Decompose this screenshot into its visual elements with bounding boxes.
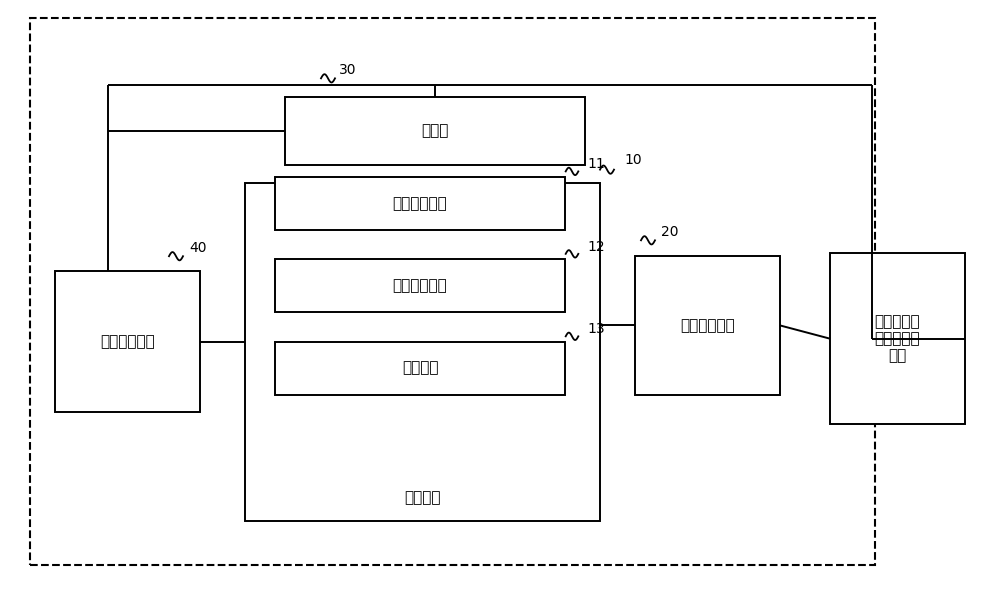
FancyBboxPatch shape — [245, 183, 600, 521]
Text: 频率计: 频率计 — [421, 124, 449, 138]
FancyBboxPatch shape — [275, 259, 565, 312]
Text: 连接装夹单元: 连接装夹单元 — [680, 318, 735, 333]
FancyBboxPatch shape — [30, 18, 875, 565]
FancyBboxPatch shape — [275, 177, 565, 230]
Text: 可调电源: 可调电源 — [402, 360, 438, 376]
Text: 10: 10 — [624, 153, 642, 167]
FancyBboxPatch shape — [55, 271, 200, 412]
Text: 11: 11 — [587, 157, 605, 171]
Text: 可调电阻模块: 可调电阻模块 — [393, 278, 447, 293]
Text: 测试模块: 测试模块 — [404, 490, 441, 505]
FancyBboxPatch shape — [635, 256, 780, 395]
Text: 13: 13 — [587, 322, 605, 336]
Text: 待调试晶体
振荡器的调
试位: 待调试晶体 振荡器的调 试位 — [875, 314, 920, 363]
Text: 30: 30 — [339, 62, 357, 77]
FancyBboxPatch shape — [275, 342, 565, 395]
Text: 12: 12 — [587, 240, 605, 254]
Text: 40: 40 — [189, 241, 207, 255]
Text: 计算控制模块: 计算控制模块 — [100, 334, 155, 349]
Text: 可调电容模块: 可调电容模块 — [393, 196, 447, 211]
FancyBboxPatch shape — [285, 97, 585, 165]
FancyBboxPatch shape — [830, 253, 965, 424]
Text: 20: 20 — [661, 225, 679, 239]
